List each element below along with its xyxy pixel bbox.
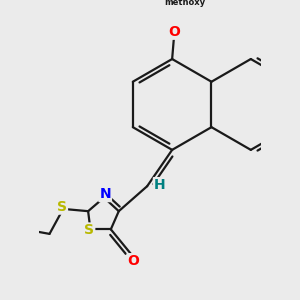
Text: O: O bbox=[169, 25, 180, 39]
Text: H: H bbox=[154, 178, 166, 192]
Text: methoxy: methoxy bbox=[164, 0, 205, 7]
Text: S: S bbox=[84, 224, 94, 238]
Text: S: S bbox=[57, 200, 67, 214]
Text: O: O bbox=[128, 254, 140, 268]
Text: N: N bbox=[99, 187, 111, 201]
